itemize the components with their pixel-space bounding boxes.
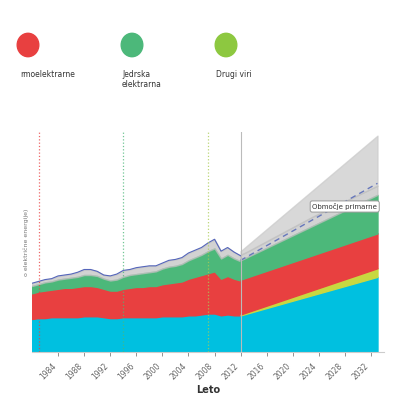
Text: Drugi viri: Drugi viri xyxy=(216,70,252,79)
Y-axis label: o električne energije): o električne energije) xyxy=(24,208,29,276)
Circle shape xyxy=(215,33,237,57)
Text: Območje primarne: Območje primarne xyxy=(312,203,377,210)
X-axis label: Leto: Leto xyxy=(196,385,220,395)
Text: rmoelektrarne: rmoelektrarne xyxy=(20,70,75,79)
Text: Jedrska
elektrarna: Jedrska elektrarna xyxy=(122,70,162,89)
Circle shape xyxy=(17,33,39,57)
Circle shape xyxy=(121,33,143,57)
